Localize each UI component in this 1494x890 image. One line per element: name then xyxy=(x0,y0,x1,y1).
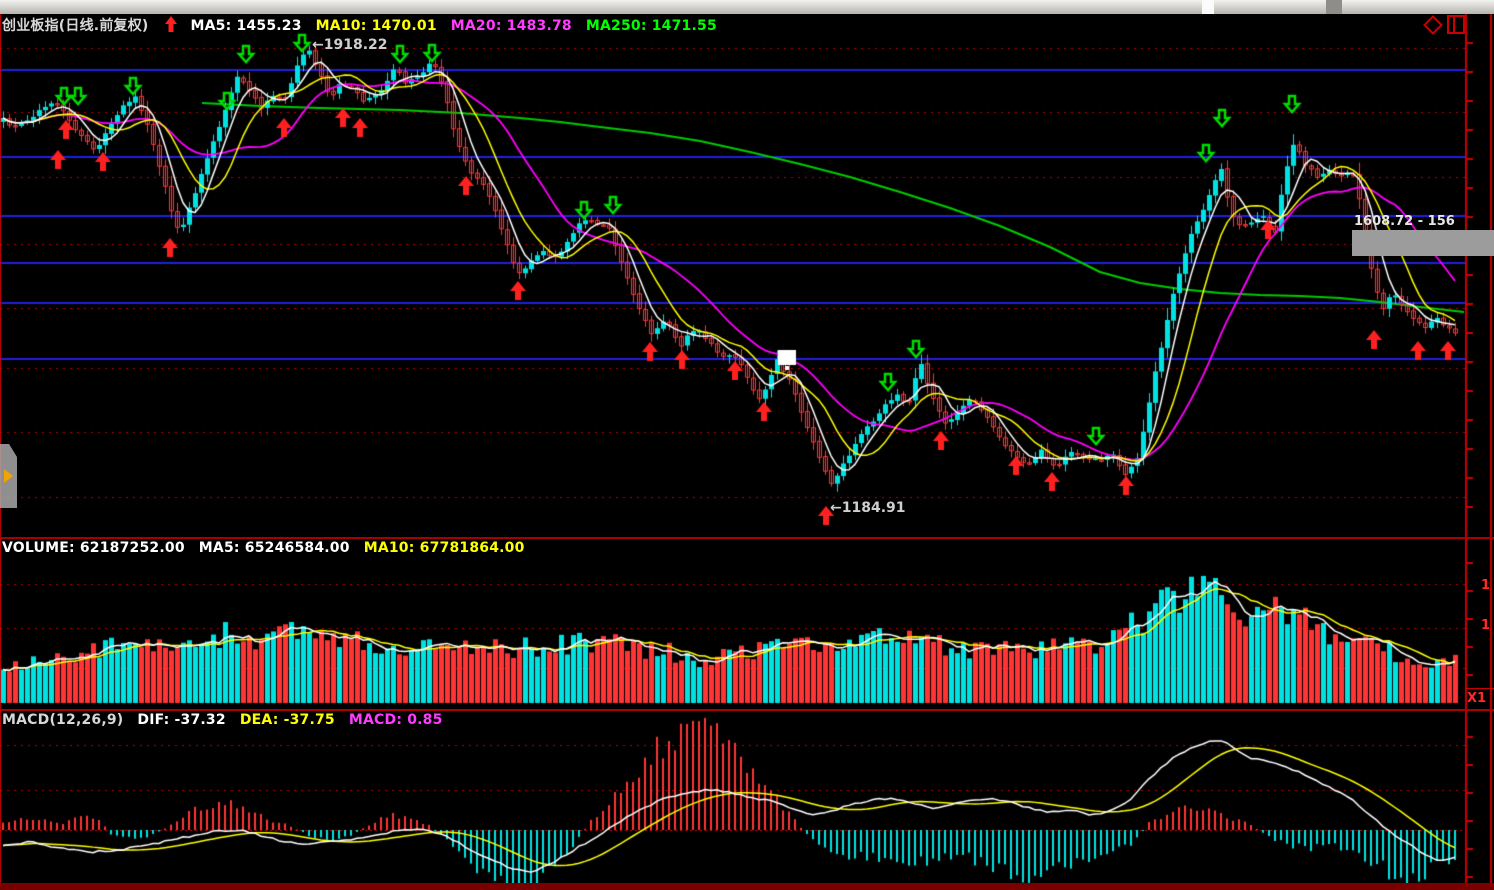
titlebar-notch xyxy=(1326,0,1342,14)
volume-axis-label-mid: 1 xyxy=(1481,618,1491,633)
range-tooltip-body xyxy=(1352,230,1494,256)
macd-value: MACD: 0.85 xyxy=(348,712,443,728)
volume-axis-label-top: 1 xyxy=(1481,578,1491,593)
volume-unit-divider xyxy=(1465,688,1494,689)
sidebar-expand-tab[interactable] xyxy=(0,444,17,508)
range-tooltip: 1608.72 - 156 xyxy=(1352,214,1494,256)
high-extreme-label: ←1918.22 xyxy=(312,37,388,53)
expand-arrow-icon xyxy=(4,469,13,483)
ma5-value: MA5: 1455.23 xyxy=(190,18,302,34)
main-chart-header: 创业板指(日线.前复权) MA5: 1455.23 MA10: 1470.01 MA2… xyxy=(2,15,731,36)
ma20-value: MA20: 1483.78 xyxy=(450,18,572,34)
vol-ma10-value: MA10: 67781864.00 xyxy=(363,540,525,556)
dif-value: DIF: -37.32 xyxy=(137,712,226,728)
volume-unit-label: X1 xyxy=(1467,691,1487,706)
vol-ma5-value: MA5: 65246584.00 xyxy=(198,540,350,556)
up-arrow-icon xyxy=(164,16,177,36)
split-window-divider xyxy=(1453,17,1455,32)
volume-header: VOLUME: 62187252.00 MA5: 65246584.00 MA10:… xyxy=(2,540,539,556)
dea-value: DEA: -37.75 xyxy=(239,712,335,728)
ma250-value: MA250: 1471.55 xyxy=(585,18,717,34)
macd-header: MACD(12,26,9) DIF: -37.32 DEA: -37.75 MACD:… xyxy=(2,712,457,728)
panel-separator-main-volume xyxy=(0,537,1494,539)
macd-params: MACD(12,26,9) xyxy=(2,712,124,728)
bottom-scrollbar[interactable] xyxy=(0,883,1494,890)
ma10-value: MA10: 1470.01 xyxy=(315,18,437,34)
titlebar-notch xyxy=(1202,0,1214,14)
volume-value: VOLUME: 62187252.00 xyxy=(2,540,185,556)
split-window-icon[interactable] xyxy=(1447,15,1465,34)
low-extreme-label: ←1184.91 xyxy=(830,500,906,516)
titlebar xyxy=(0,0,1494,14)
instrument-title: 创业板指(日线.前复权) xyxy=(2,18,149,34)
range-tooltip-label: 1608.72 - 156 xyxy=(1354,214,1455,229)
panel-separator-volume-macd xyxy=(0,709,1494,711)
